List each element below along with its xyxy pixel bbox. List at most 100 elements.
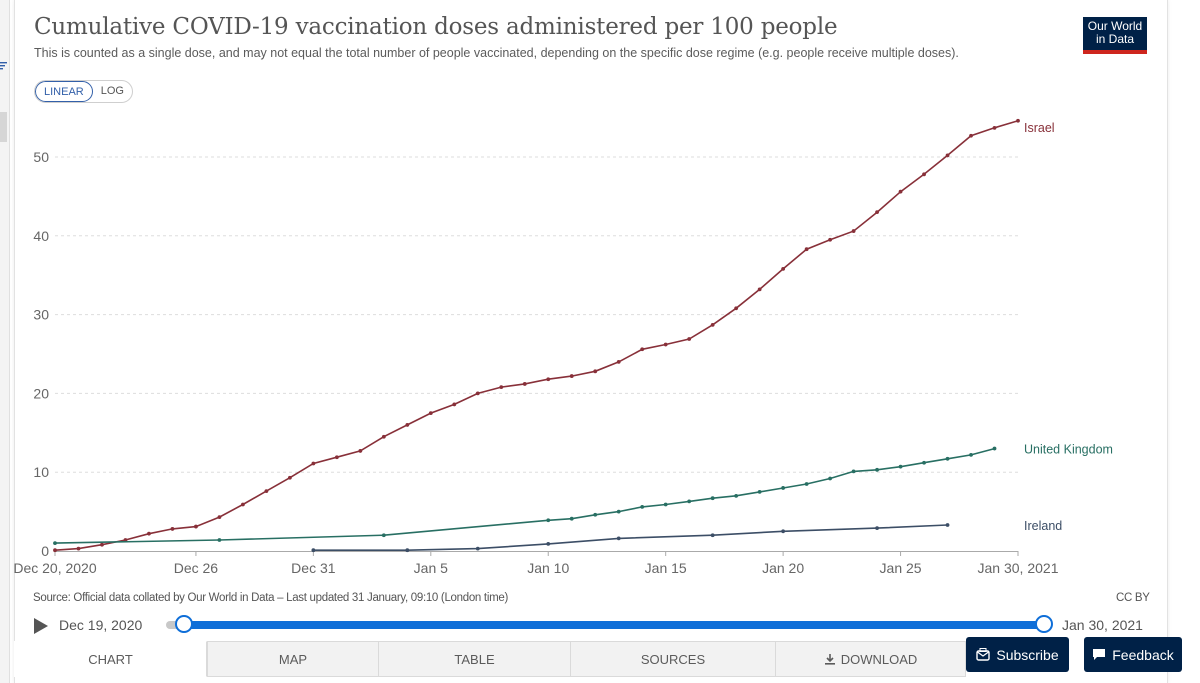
data-point-israel-4[interactable] [147,531,151,536]
linear-scale-button[interactable]: LINEAR [35,81,93,102]
data-point-united-kingdom-20[interactable] [945,456,950,461]
data-point-israel-14[interactable] [381,434,386,439]
data-point-israel-23[interactable] [593,369,598,374]
data-point-israel-33[interactable] [828,237,832,242]
data-point-united-kingdom-9[interactable] [687,499,692,504]
tab-sources[interactable]: SOURCES [571,641,776,677]
play-icon[interactable] [34,618,48,634]
data-point-israel-36[interactable] [898,189,903,194]
series-label-ireland[interactable]: Ireland [1024,519,1062,533]
data-point-israel-28[interactable] [710,322,715,327]
data-point-ireland-7[interactable] [875,526,879,531]
data-point-israel-11[interactable] [311,461,316,466]
data-point-united-kingdom-16[interactable] [851,469,856,474]
x-tick-label-7: Jan 25 [880,560,922,576]
timeline-end-handle[interactable] [1035,615,1053,633]
data-point-israel-24[interactable] [616,359,621,364]
data-point-united-kingdom-1[interactable] [217,538,222,542]
data-point-israel-40[interactable] [992,125,997,130]
menu-icon[interactable] [0,62,7,70]
scrollbar-thumb[interactable] [0,112,7,142]
data-point-united-kingdom-2[interactable] [381,533,386,538]
data-point-united-kingdom-18[interactable] [898,464,903,469]
data-point-united-kingdom-15[interactable] [828,476,832,481]
data-point-united-kingdom-19[interactable] [922,460,926,465]
data-point-israel-2[interactable] [100,542,104,547]
data-point-israel-3[interactable] [123,538,128,542]
data-point-israel-34[interactable] [851,229,856,233]
data-point-israel-9[interactable] [264,489,269,494]
series-line-ireland[interactable] [313,524,948,551]
data-point-israel-1[interactable] [76,546,81,551]
license-link[interactable]: CC BY [1116,592,1150,604]
tab-table[interactable]: TABLE [379,641,571,677]
data-point-israel-32[interactable] [804,247,809,252]
data-point-united-kingdom-3[interactable] [546,518,551,523]
data-point-israel-26[interactable] [663,342,668,347]
data-point-united-kingdom-5[interactable] [593,512,598,517]
data-point-ireland-4[interactable] [616,536,621,541]
data-point-united-kingdom-10[interactable] [710,496,715,501]
data-point-ireland-8[interactable] [945,523,950,527]
data-point-israel-41[interactable] [1016,118,1020,123]
data-point-israel-21[interactable] [546,377,551,382]
timeline-range-fill [184,621,1044,629]
data-point-israel-37[interactable] [922,172,926,177]
data-point-united-kingdom-11[interactable] [734,493,739,498]
data-point-ireland-2[interactable] [475,546,480,551]
source-note: Source: Official data collated by Our Wo… [33,592,508,604]
feedback-label: Feedback [1112,646,1174,663]
tab-chart[interactable]: CHART [14,641,207,677]
series-label-united-kingdom[interactable]: United Kingdom [1024,443,1113,457]
data-point-israel-39[interactable] [969,133,973,138]
data-point-united-kingdom-22[interactable] [992,446,997,451]
data-point-israel-19[interactable] [499,385,504,389]
data-point-united-kingdom-0[interactable] [53,541,57,546]
data-point-israel-30[interactable] [757,287,762,292]
feedback-button[interactable]: Feedback [1084,637,1182,672]
data-point-united-kingdom-13[interactable] [781,486,786,490]
tab-download[interactable]: DOWNLOAD [776,641,966,677]
data-point-united-kingdom-7[interactable] [640,504,645,509]
series-line-israel[interactable] [54,120,1019,551]
data-point-israel-7[interactable] [217,515,222,520]
data-point-israel-25[interactable] [640,347,645,352]
data-point-israel-27[interactable] [687,337,692,341]
data-point-israel-12[interactable] [334,455,339,460]
data-point-israel-38[interactable] [945,153,950,158]
data-point-israel-35[interactable] [875,210,879,215]
data-point-israel-8[interactable] [241,502,245,507]
data-point-ireland-5[interactable] [710,533,715,538]
data-point-ireland-1[interactable] [405,548,410,553]
data-point-israel-18[interactable] [475,391,480,396]
data-point-israel-31[interactable] [781,266,786,271]
data-point-israel-0[interactable] [53,548,57,553]
data-point-united-kingdom-14[interactable] [804,482,809,486]
data-point-ireland-3[interactable] [546,542,551,546]
data-point-israel-5[interactable] [170,527,175,531]
data-point-ireland-0[interactable] [311,548,316,553]
series-label-israel[interactable]: Israel [1024,121,1055,135]
data-point-ireland-6[interactable] [781,529,786,534]
tab-map[interactable]: MAP [207,641,379,677]
data-point-israel-15[interactable] [405,423,410,427]
data-point-united-kingdom-17[interactable] [875,467,879,472]
data-point-united-kingdom-21[interactable] [969,452,973,457]
data-point-israel-6[interactable] [194,524,198,529]
data-point-united-kingdom-6[interactable] [616,509,621,514]
data-point-israel-29[interactable] [734,306,739,311]
owid-logo[interactable]: Our World in Data [1083,17,1147,54]
data-point-israel-17[interactable] [452,402,457,407]
subscribe-button[interactable]: Subscribe [966,637,1069,672]
data-point-israel-20[interactable] [522,382,527,386]
data-point-israel-13[interactable] [358,449,363,453]
data-point-israel-16[interactable] [428,411,433,415]
data-point-israel-10[interactable] [287,475,292,480]
tab-bar: CHART MAP TABLE SOURCES DOWNLOAD [14,641,966,678]
data-point-united-kingdom-4[interactable] [569,516,574,521]
data-point-united-kingdom-8[interactable] [663,502,668,507]
data-point-israel-22[interactable] [569,374,574,378]
log-scale-button[interactable]: LOG [100,85,124,97]
timeline-start-handle[interactable] [175,615,193,633]
data-point-united-kingdom-12[interactable] [757,490,762,494]
